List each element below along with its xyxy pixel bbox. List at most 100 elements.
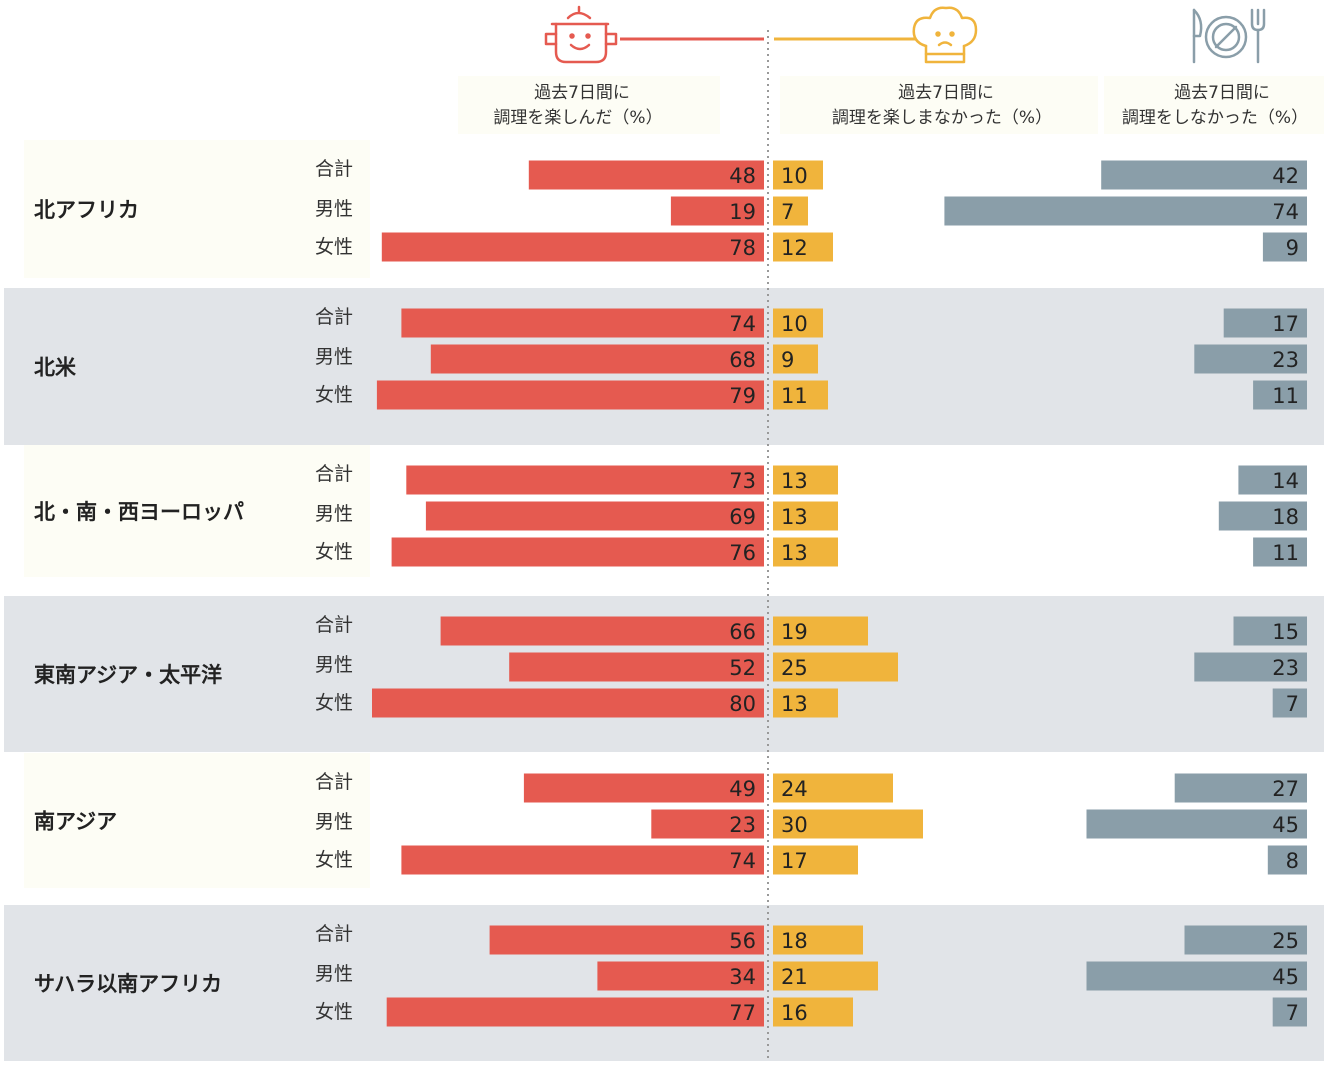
value-label-not-cooked: 74 <box>1272 200 1299 224</box>
bar-not-enjoyed <box>773 380 828 410</box>
value-label-enjoyed: 56 <box>729 929 756 953</box>
value-label-not-enjoyed: 12 <box>781 236 808 260</box>
bar-not-cooked <box>1174 773 1307 803</box>
bar-not-enjoyed <box>773 652 898 682</box>
row-label: 男性 <box>315 963 353 985</box>
bar-not-enjoyed <box>773 845 858 875</box>
row-label: 合計 <box>315 463 353 485</box>
bar-enjoyed <box>401 308 764 338</box>
region-band <box>24 140 370 278</box>
bar-not-cooked <box>1086 809 1307 839</box>
bar-enjoyed <box>381 232 764 262</box>
bar-not-cooked <box>1267 845 1307 875</box>
header-bg-not-enjoyed <box>780 76 1098 134</box>
header-bg-enjoyed <box>458 76 720 134</box>
header-enjoyed-line1: 過去7日間に <box>534 83 630 103</box>
value-label-not-enjoyed: 21 <box>781 965 808 989</box>
bar-not-enjoyed <box>773 925 863 955</box>
value-label-not-cooked: 23 <box>1272 348 1299 372</box>
value-label-not-enjoyed: 16 <box>781 1001 808 1025</box>
value-label-enjoyed: 74 <box>729 849 756 873</box>
value-label-not-cooked: 15 <box>1272 620 1299 644</box>
bar-enjoyed <box>401 845 764 875</box>
region-label: 北米 <box>34 356 77 380</box>
value-label-not-cooked: 45 <box>1272 813 1299 837</box>
value-label-not-enjoyed: 11 <box>781 384 808 408</box>
row-label: 合計 <box>315 614 353 636</box>
value-label-enjoyed: 23 <box>729 813 756 837</box>
bar-enjoyed <box>489 925 764 955</box>
bar-enjoyed <box>391 537 764 567</box>
value-label-not-enjoyed: 17 <box>781 849 808 873</box>
value-label-enjoyed: 52 <box>729 656 756 680</box>
value-label-not-enjoyed: 13 <box>781 469 808 493</box>
value-label-not-enjoyed: 13 <box>781 692 808 716</box>
value-label-not-cooked: 18 <box>1272 505 1299 529</box>
cooking-pot-smile-icon <box>544 5 618 64</box>
value-label-not-enjoyed: 7 <box>781 200 794 224</box>
bar-enjoyed <box>376 380 764 410</box>
value-label-not-enjoyed: 18 <box>781 929 808 953</box>
bar-not-cooked <box>1223 308 1307 338</box>
value-label-not-enjoyed: 19 <box>781 620 808 644</box>
bar-not-enjoyed <box>773 688 838 718</box>
header-not-cooked-line1: 過去7日間に <box>1174 83 1270 103</box>
bar-not-cooked <box>1194 344 1307 374</box>
value-label-enjoyed: 68 <box>729 348 756 372</box>
header-not-enjoyed-line2: 調理を楽しまなかった（%） <box>832 108 1052 128</box>
bar-enjoyed <box>509 652 764 682</box>
value-label-not-cooked: 42 <box>1272 164 1299 188</box>
region-label: 東南アジア・太平洋 <box>34 663 222 687</box>
bar-enjoyed <box>523 773 764 803</box>
bar-not-enjoyed <box>773 232 833 262</box>
row-label: 男性 <box>315 346 353 368</box>
value-label-not-cooked: 7 <box>1286 1001 1299 1025</box>
value-label-not-cooked: 8 <box>1286 849 1299 873</box>
header-not-enjoyed-line1: 過去7日間に <box>898 83 994 103</box>
value-label-not-cooked: 45 <box>1272 965 1299 989</box>
plate-cutlery-icon <box>1192 8 1266 64</box>
value-label-enjoyed: 49 <box>729 777 756 801</box>
region-label: 南アジア <box>34 810 117 834</box>
value-label-enjoyed: 34 <box>729 965 756 989</box>
value-label-not-enjoyed: 24 <box>781 777 808 801</box>
bar-not-cooked <box>1272 688 1307 718</box>
bar-enjoyed <box>406 465 764 495</box>
value-label-enjoyed: 78 <box>729 236 756 260</box>
row-label: 合計 <box>315 771 353 793</box>
bar-not-enjoyed <box>773 196 808 226</box>
row-label: 女性 <box>315 849 353 871</box>
bar-not-cooked <box>1253 380 1307 410</box>
value-label-not-cooked: 14 <box>1272 469 1299 493</box>
bar-enjoyed <box>425 501 764 531</box>
bar-not-enjoyed <box>773 160 823 190</box>
value-label-not-cooked: 7 <box>1286 692 1299 716</box>
value-label-not-cooked: 11 <box>1272 384 1299 408</box>
value-label-enjoyed: 79 <box>729 384 756 408</box>
region-label: 北・南・西ヨーロッパ <box>34 500 244 524</box>
row-label: 合計 <box>315 158 353 180</box>
value-label-not-enjoyed: 13 <box>781 541 808 565</box>
row-label: 女性 <box>315 541 353 563</box>
bar-not-enjoyed <box>773 997 853 1027</box>
row-label: 男性 <box>315 811 353 833</box>
value-label-not-enjoyed: 30 <box>781 813 808 837</box>
row-label: 男性 <box>315 503 353 525</box>
bar-not-enjoyed <box>773 809 923 839</box>
value-label-not-cooked: 25 <box>1272 929 1299 953</box>
value-label-enjoyed: 80 <box>729 692 756 716</box>
bar-enjoyed <box>670 196 764 226</box>
bar-not-cooked <box>1233 616 1307 646</box>
row-label: 合計 <box>315 923 353 945</box>
bar-enjoyed <box>528 160 764 190</box>
header-not-cooked-line2: 調理をしなかった（%） <box>1122 108 1308 128</box>
value-label-not-cooked: 23 <box>1272 656 1299 680</box>
row-label: 女性 <box>315 692 353 714</box>
region-band <box>24 753 370 888</box>
header-bg-not-cooked <box>1104 76 1324 134</box>
region-label: サハラ以南アフリカ <box>34 972 222 996</box>
value-label-not-cooked: 11 <box>1272 541 1299 565</box>
row-label: 女性 <box>315 1001 353 1023</box>
bar-not-cooked <box>1194 652 1307 682</box>
value-label-enjoyed: 76 <box>729 541 756 565</box>
